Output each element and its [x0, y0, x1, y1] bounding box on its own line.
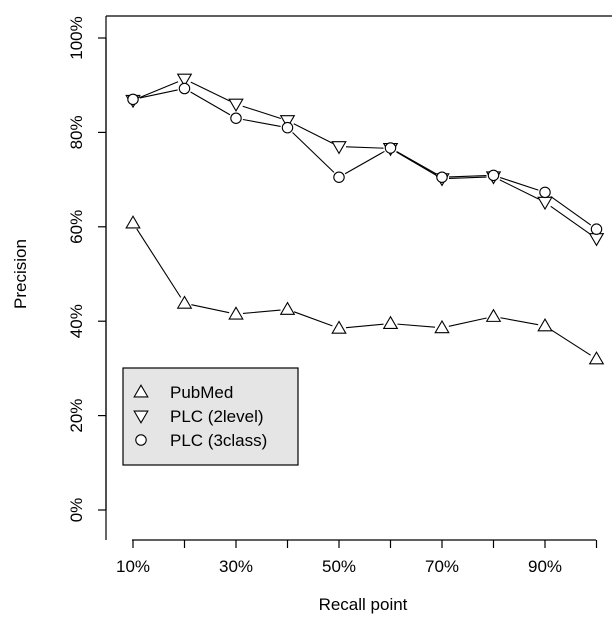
- series-segment: [345, 323, 384, 329]
- legend: PubMed PLC (2level) PLC (3class): [122, 367, 299, 466]
- data-point: [176, 295, 193, 309]
- data-point: [485, 308, 502, 322]
- data-point: [436, 171, 448, 183]
- x-tick-label: 90%: [528, 557, 562, 576]
- y-tick-label: 60%: [67, 210, 86, 244]
- series-segment: [190, 91, 231, 116]
- data-point: [588, 233, 605, 247]
- series-segment: [550, 329, 591, 356]
- data-point: [281, 121, 294, 134]
- data-point: [125, 215, 141, 229]
- series-segment: [242, 118, 281, 127]
- series-segment: [499, 177, 539, 191]
- data-point: [279, 301, 296, 315]
- series-segment: [139, 81, 179, 99]
- series-segment: [448, 317, 487, 327]
- x-tick-label: 50%: [322, 557, 356, 576]
- data-point: [176, 73, 193, 87]
- x-tick-label: 30%: [219, 557, 253, 576]
- y-ticks: 0% 20% 40% 60% 80% 100%: [67, 16, 106, 522]
- y-tick-label: 100%: [67, 16, 86, 59]
- series-segment: [397, 323, 436, 328]
- y-tick-label: 80%: [67, 115, 86, 149]
- y-axis-title: Precision: [11, 239, 30, 309]
- legend-box: [122, 367, 299, 466]
- y-tick-label: 0%: [67, 498, 86, 523]
- series-segment: [136, 228, 182, 298]
- series-1: [125, 73, 605, 247]
- data-point: [590, 223, 603, 235]
- data-point: [384, 142, 397, 154]
- x-ticks: 10% 30% 50% 70% 90%: [116, 540, 598, 576]
- legend-marker-triangle-up: [133, 384, 149, 398]
- series-layer: [125, 73, 605, 365]
- series-segment: [396, 151, 437, 176]
- series-segment: [293, 123, 333, 144]
- x-axis-title: Recall point: [319, 595, 408, 614]
- series-segment: [292, 132, 335, 173]
- data-point: [537, 196, 553, 211]
- series-segment: [448, 175, 487, 178]
- y-tick-label: 20%: [67, 399, 86, 433]
- legend-items: PubMed PLC (2level) PLC (3class): [133, 383, 267, 450]
- data-point: [588, 351, 605, 365]
- series-segment: [550, 195, 592, 226]
- series-segment: [344, 150, 385, 175]
- data-point: [228, 98, 244, 112]
- data-point: [487, 169, 500, 182]
- series-segment: [190, 81, 230, 102]
- data-point: [331, 141, 347, 155]
- data-point: [382, 315, 399, 330]
- axes: [105, 15, 612, 541]
- series-segment: [191, 304, 230, 314]
- series-segment: [550, 205, 592, 236]
- x-tick-label: 70%: [425, 557, 459, 576]
- data-point: [127, 93, 139, 106]
- data-point: [537, 318, 553, 332]
- series-segment: [242, 105, 282, 119]
- series-segment: [396, 150, 437, 175]
- series-segment: [345, 146, 384, 149]
- series-2: [127, 82, 603, 235]
- series-segment: [448, 176, 487, 179]
- legend-label: PLC (3class): [170, 431, 267, 450]
- series-segment: [293, 311, 333, 327]
- data-point: [230, 112, 242, 124]
- data-point: [434, 319, 450, 334]
- data-point: [539, 186, 551, 199]
- series-segment: [500, 317, 539, 326]
- series-segment: [499, 179, 539, 200]
- data-point: [331, 320, 347, 334]
- series-segment: [139, 89, 178, 99]
- series-segment: [242, 309, 281, 315]
- legend-marker-triangle-down: [133, 410, 149, 424]
- y-tick-label: 40%: [67, 304, 86, 338]
- data-point: [178, 82, 191, 95]
- x-tick-label: 10%: [116, 557, 150, 576]
- data-point: [333, 171, 345, 183]
- data-point: [228, 306, 244, 320]
- legend-label: PLC (2level): [170, 407, 264, 426]
- data-point: [279, 115, 296, 129]
- legend-marker-circle: [135, 434, 147, 446]
- series-0: [125, 215, 605, 365]
- legend-label: PubMed: [170, 383, 233, 402]
